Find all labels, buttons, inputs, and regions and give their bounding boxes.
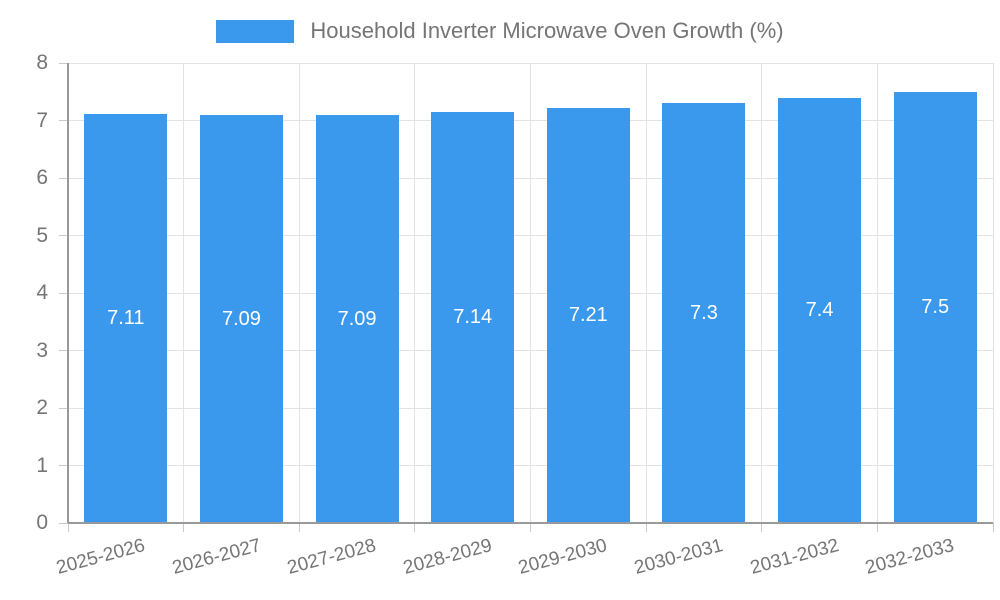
bar: 7.5 (893, 91, 977, 523)
bar: 7.09 (315, 115, 399, 523)
x-tick-label: 2029-2030 (516, 535, 610, 579)
y-tick-label: 1 (36, 453, 48, 477)
x-tick-label: 2027-2028 (285, 535, 379, 579)
bar: 7.21 (546, 108, 630, 523)
bar-value-label: 7.09 (337, 307, 377, 330)
bar-value-label: 7.09 (221, 307, 261, 330)
x-tick-label: 2030-2031 (632, 535, 726, 579)
bar-value-label: 7.21 (568, 304, 608, 327)
y-tick-mark (59, 465, 68, 466)
x-gridline (992, 63, 994, 523)
x-tick-label: 2032-2033 (863, 535, 957, 579)
bar-value-label: 7.3 (690, 301, 718, 324)
x-tick-mark (992, 523, 994, 532)
y-tick-mark (59, 62, 68, 64)
y-tick-mark (59, 235, 68, 236)
x-tick-mark (414, 523, 416, 532)
y-tick-mark (59, 120, 68, 121)
bar: 7.14 (431, 112, 515, 523)
y-tick-label: 5 (36, 223, 48, 247)
x-tick-mark (761, 523, 763, 532)
y-tick-label: 4 (36, 281, 48, 304)
x-gridline (298, 63, 300, 523)
x-gridline (761, 63, 763, 523)
y-tick-label: 6 (36, 166, 48, 189)
bar-value-label: 7.14 (453, 306, 493, 329)
bar-value-label: 7.5 (921, 295, 950, 318)
bar: 7.09 (199, 115, 283, 523)
x-tick-mark (645, 523, 647, 532)
x-tick-mark (67, 523, 69, 532)
legend-label: Household Inverter Microwave Oven Growth… (310, 18, 784, 43)
x-tick-label: 2026-2027 (169, 535, 263, 579)
x-axis-line (68, 522, 993, 524)
bar: 7.11 (84, 114, 168, 523)
y-tick-mark (59, 292, 68, 294)
x-tick-mark (530, 523, 531, 532)
x-tick-mark (298, 523, 300, 532)
y-tick-mark (59, 522, 68, 524)
y-tick-label: 7 (36, 108, 48, 132)
x-gridline (414, 63, 416, 523)
y-tick-mark (59, 350, 68, 351)
x-gridline (876, 63, 878, 523)
x-gridline (183, 63, 185, 523)
y-axis-line (67, 63, 69, 523)
x-tick-mark (876, 523, 878, 532)
y-tick-label: 8 (36, 51, 48, 74)
x-gridline (530, 63, 531, 523)
x-tick-label: 2028-2029 (400, 535, 495, 579)
bar: 7.3 (662, 103, 746, 523)
x-tick-label: 2025-2026 (54, 535, 148, 579)
x-tick-label: 2031-2032 (747, 535, 841, 579)
y-tick-mark (59, 177, 68, 179)
y-tick-label: 3 (36, 338, 48, 362)
bar: 7.4 (778, 97, 862, 523)
y-tick-mark (59, 407, 68, 409)
y-tick-label: 2 (36, 396, 48, 419)
x-gridline (645, 63, 647, 523)
x-tick-mark (183, 523, 185, 532)
legend-color-swatch (216, 19, 295, 43)
y-tick-label: 0 (36, 511, 48, 534)
bar-value-label: 7.4 (805, 298, 834, 321)
chart-legend[interactable]: Household Inverter Microwave Oven Growth… (0, 14, 1000, 48)
bar-value-label: 7.11 (107, 307, 145, 330)
plot-area: 0 1 2 3 4 5 6 7 8 7.11 2025-2026 7.09 2026-2027 7.09 2… (36, 51, 994, 579)
